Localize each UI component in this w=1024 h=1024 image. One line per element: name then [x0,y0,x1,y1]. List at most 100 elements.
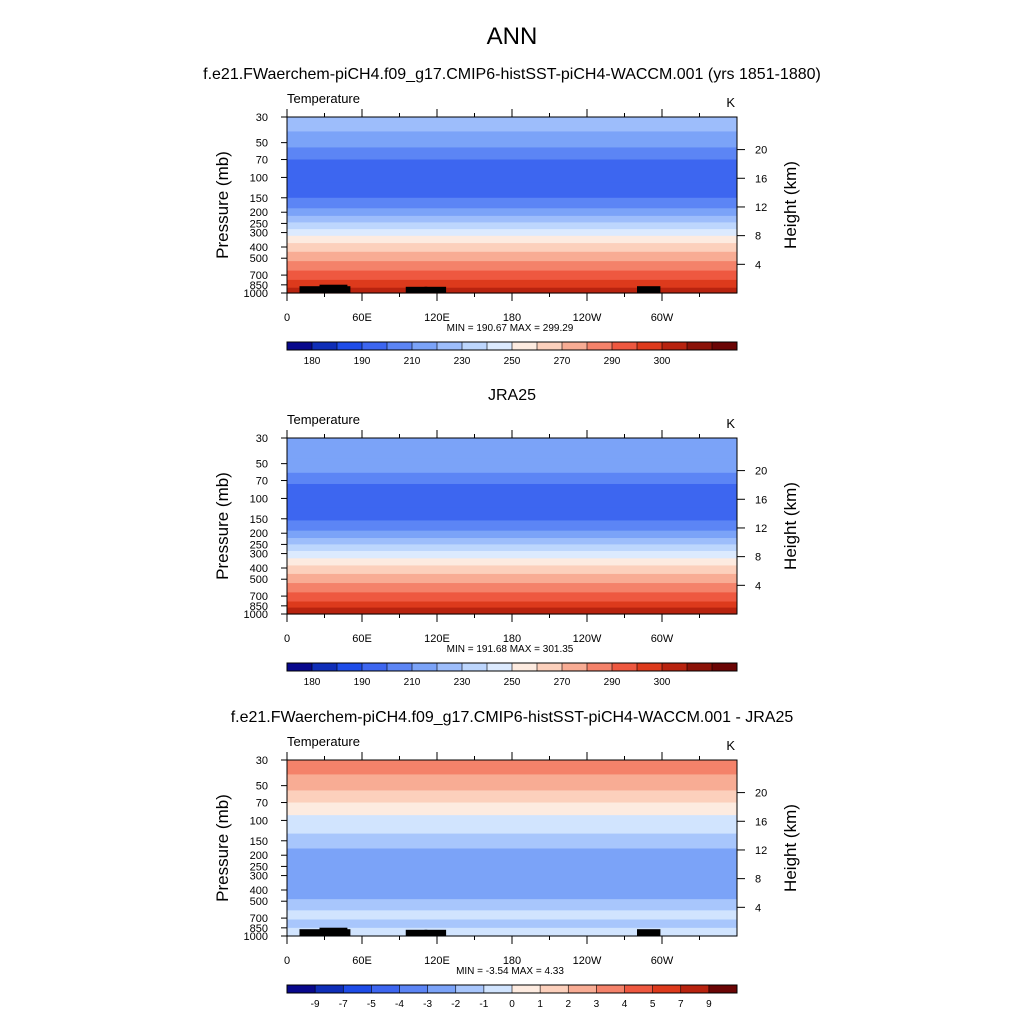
colorbar-label: 3 [594,999,600,1010]
colorbar-swatch [437,663,463,671]
y-tick-label: 150 [250,514,268,526]
contour-band [287,899,737,911]
panel-units-label: K [726,416,735,431]
y-axis-title: Pressure (mb) [213,151,232,259]
panel-field-label: Temperature [287,91,360,106]
contour-band [287,890,737,900]
colorbar-swatch [587,663,613,671]
y-tick-label: 700 [250,270,268,282]
x-tick-label: 0 [284,955,290,967]
y-tick-label: 250 [250,861,268,873]
contour-band [287,235,737,244]
panel-3: f.e21.FWaerchem-piCH4.f09_g17.CMIP6-hist… [213,709,800,1010]
y-tick-label: 70 [256,155,268,167]
contour-band [287,607,737,615]
y-right-axis-title: Height (km) [781,482,800,570]
colorbar-swatch [562,342,588,350]
land-mask [299,929,323,936]
colorbar-swatch [662,342,688,350]
contour-band [287,117,737,133]
x-tick-label: 120W [573,955,602,967]
panel-title: JRA25 [488,387,536,404]
y-tick-label: 400 [250,242,268,254]
contour-band [287,565,737,575]
contour-band [287,182,737,199]
land-mask [424,929,447,936]
colorbar-swatch [337,342,363,350]
y-tick-label: 30 [256,433,268,445]
contour-band [287,550,737,559]
x-tick-label: 60W [651,633,674,645]
land-mask [405,929,428,936]
y-tick-label: 500 [250,896,268,908]
x-tick-label: 120E [424,633,450,645]
x-tick-label: 120W [573,312,602,324]
colorbar-swatch [637,342,663,350]
colorbar-label: 1 [537,999,543,1010]
panels: f.e21.FWaerchem-piCH4.f09_g17.CMIP6-hist… [203,66,821,1010]
x-tick-label: 0 [284,312,290,324]
colorbar-swatch [387,342,413,350]
colorbar-swatch [712,342,738,350]
colorbar-swatch [662,663,688,671]
colorbar-swatch [537,663,563,671]
contour-band [287,927,737,937]
land-mask [637,286,661,293]
x-tick-label: 180 [503,312,521,324]
contour-band [287,131,737,149]
colorbar-label: 2 [565,999,571,1010]
x-tick-label: 60W [651,312,674,324]
land-mask [637,929,661,936]
y-tick-label: 1000 [244,288,268,300]
contour-band [287,910,737,921]
y-tick-label: 70 [256,798,268,810]
contour-band [287,270,737,281]
height-tick-label: 8 [755,231,761,243]
colorbar-swatch [637,663,663,671]
colorbar-swatch [312,342,338,350]
colorbar-swatch [612,342,638,350]
contour-band [287,159,737,183]
contour-band [287,197,737,209]
colorbar-label: 190 [354,677,371,688]
height-tick-label: 20 [755,466,767,478]
colorbar-label: -5 [367,999,376,1010]
colorbar-swatch [687,342,713,350]
colorbar-swatch [512,985,541,993]
colorbar-label: 4 [622,999,628,1010]
height-tick-label: 12 [755,202,767,214]
colorbar-label: 270 [554,356,571,367]
x-tick-label: 60E [352,633,372,645]
contour-band [287,601,737,609]
colorbar-swatch [462,663,488,671]
x-tick-label: 120E [424,312,450,324]
y-tick-label: 300 [250,228,268,240]
colorbar-label: -7 [339,999,348,1010]
colorbar-label: 210 [404,356,421,367]
colorbar-swatch [287,663,313,671]
colorbar-swatch [287,985,316,993]
x-tick-label: 180 [503,955,521,967]
y-tick-label: 300 [250,871,268,883]
y-tick-label: 250 [250,539,268,551]
colorbar-swatch [512,663,538,671]
contour-band [287,520,737,532]
colorbar-label: 230 [454,356,471,367]
colorbar-label: 180 [304,677,321,688]
colorbar-label: 210 [404,677,421,688]
y-tick-label: 70 [256,476,268,488]
colorbar-label: 290 [604,677,621,688]
x-tick-label: 180 [503,633,521,645]
colorbar-swatch [387,663,413,671]
y-tick-label: 400 [250,885,268,897]
y-right-axis-title: Height (km) [781,161,800,249]
contour-band [287,573,737,584]
colorbar-swatch [708,985,738,993]
colorbar-swatch [371,985,400,993]
colorbar-label: 270 [554,677,571,688]
colorbar-label: 190 [354,356,371,367]
panel-field-label: Temperature [287,734,360,749]
x-tick-label: 60W [651,955,674,967]
contour-band [287,530,737,539]
contour-band [287,251,737,262]
